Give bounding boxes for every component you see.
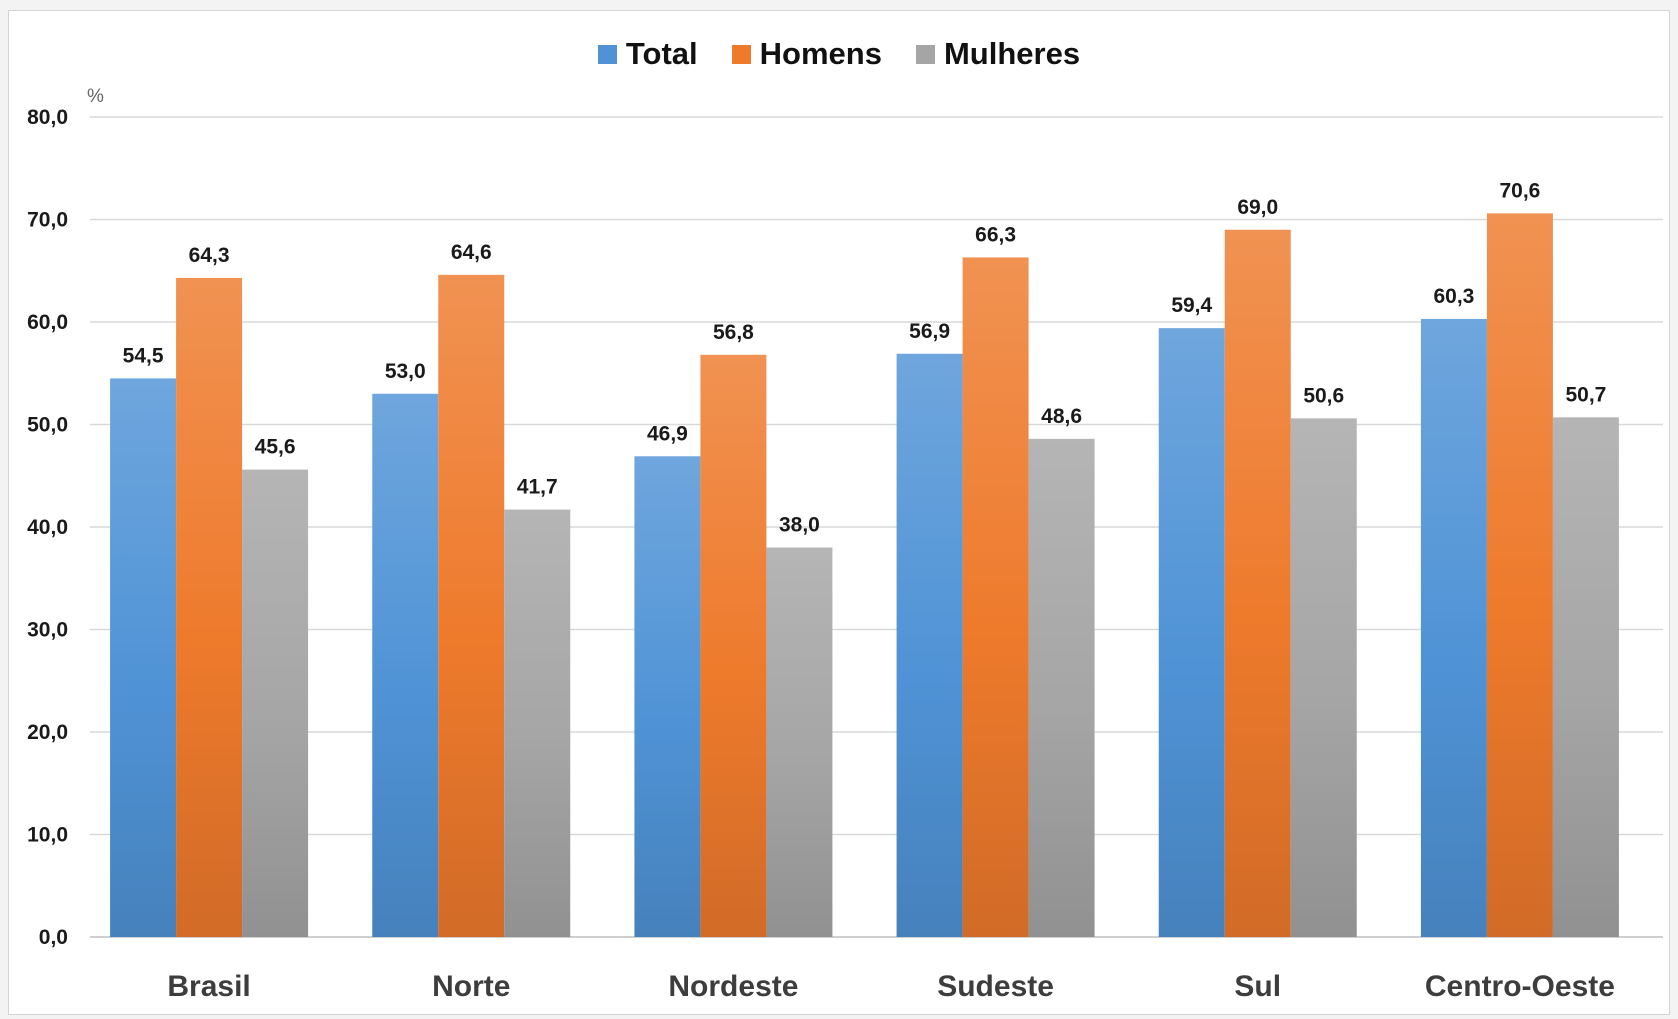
bar-total-sudeste [896, 353, 963, 937]
bar-homens-norte [438, 274, 505, 938]
data-label: 69,0 [1237, 196, 1278, 219]
legend-swatch-mulheres [915, 44, 935, 64]
bar-homens-sudeste [962, 257, 1029, 937]
legend-label-homens: Homens [759, 36, 882, 71]
y-tick-label: 80,0 [27, 106, 68, 129]
data-label: 56,8 [713, 321, 754, 344]
legend-swatch-total [597, 44, 617, 64]
bar-mulheres-norte [504, 509, 571, 937]
y-axis-ticks: 0,0 10,0 20,0 30,0 40,0 50,0 60,0 70,0 80,0 [27, 106, 68, 949]
data-labels: 54,5 64,3 45,6 53,0 64,6 41,7 46,9 56,8 38,0 56,9… [123, 179, 1607, 536]
bar-mulheres-nordeste [766, 547, 833, 937]
data-label: 48,6 [1041, 405, 1082, 428]
data-label: 50,6 [1303, 384, 1344, 407]
data-label: 60,3 [1433, 285, 1474, 308]
bar-homens-sul [1224, 229, 1291, 937]
y-tick-label: 50,0 [27, 414, 68, 437]
y-tick-label: 0,0 [39, 926, 68, 949]
gridlines [90, 116, 1663, 938]
bar-homens-brasil [176, 277, 243, 937]
data-label: 54,5 [123, 344, 164, 367]
y-tick-label: 60,0 [27, 311, 68, 334]
bar-mulheres-centro-oeste [1552, 417, 1619, 937]
y-tick-label: 70,0 [27, 209, 68, 232]
data-label: 45,6 [255, 436, 296, 459]
x-category-label: Norte [432, 970, 510, 1003]
x-category-label: Sudeste [937, 970, 1054, 1003]
data-label: 64,6 [451, 241, 492, 264]
x-category-label: Sul [1234, 970, 1281, 1003]
bar-total-norte [372, 393, 439, 937]
legend-item-total: Total [597, 36, 698, 72]
data-label: 50,7 [1565, 383, 1606, 406]
y-tick-label: 40,0 [27, 516, 68, 539]
legend-item-homens: Homens [731, 36, 882, 72]
y-unit-label: % [87, 86, 104, 107]
data-label: 70,6 [1499, 179, 1540, 202]
data-label: 46,9 [647, 422, 688, 445]
x-category-label: Brasil [167, 970, 250, 1003]
bar-total-centro-oeste [1420, 318, 1487, 937]
y-tick-label: 30,0 [27, 619, 68, 642]
legend-swatch-homens [731, 44, 751, 64]
bar-mulheres-sul [1290, 418, 1357, 938]
legend: Total Homens Mulheres [0, 36, 1678, 72]
data-label: 53,0 [385, 360, 426, 383]
data-label: 59,4 [1171, 294, 1212, 317]
x-category-label: Centro-Oeste [1425, 970, 1615, 1003]
data-label: 64,3 [189, 244, 230, 267]
y-tick-label: 20,0 [27, 721, 68, 744]
bar-total-nordeste [634, 456, 701, 937]
data-label: 41,7 [517, 476, 558, 499]
bar-total-sul [1158, 328, 1225, 937]
bar-homens-nordeste [700, 354, 767, 937]
bar-homens-centro-oeste [1486, 213, 1553, 938]
data-label: 56,9 [909, 320, 950, 343]
x-category-label: Nordeste [668, 970, 798, 1003]
legend-label-mulheres: Mulheres [943, 36, 1081, 71]
data-label: 66,3 [975, 223, 1016, 246]
bars [110, 213, 1619, 938]
bar-mulheres-sudeste [1028, 438, 1095, 937]
bar-mulheres-brasil [242, 469, 309, 937]
y-tick-label: 10,0 [27, 824, 68, 847]
x-axis-categories: Brasil Norte Nordeste Sudeste Sul Centro-Oest… [167, 970, 1615, 1003]
bar-total-brasil [110, 378, 177, 937]
legend-item-mulheres: Mulheres [915, 36, 1081, 72]
legend-label-total: Total [625, 36, 698, 71]
data-label: 38,0 [779, 514, 820, 537]
